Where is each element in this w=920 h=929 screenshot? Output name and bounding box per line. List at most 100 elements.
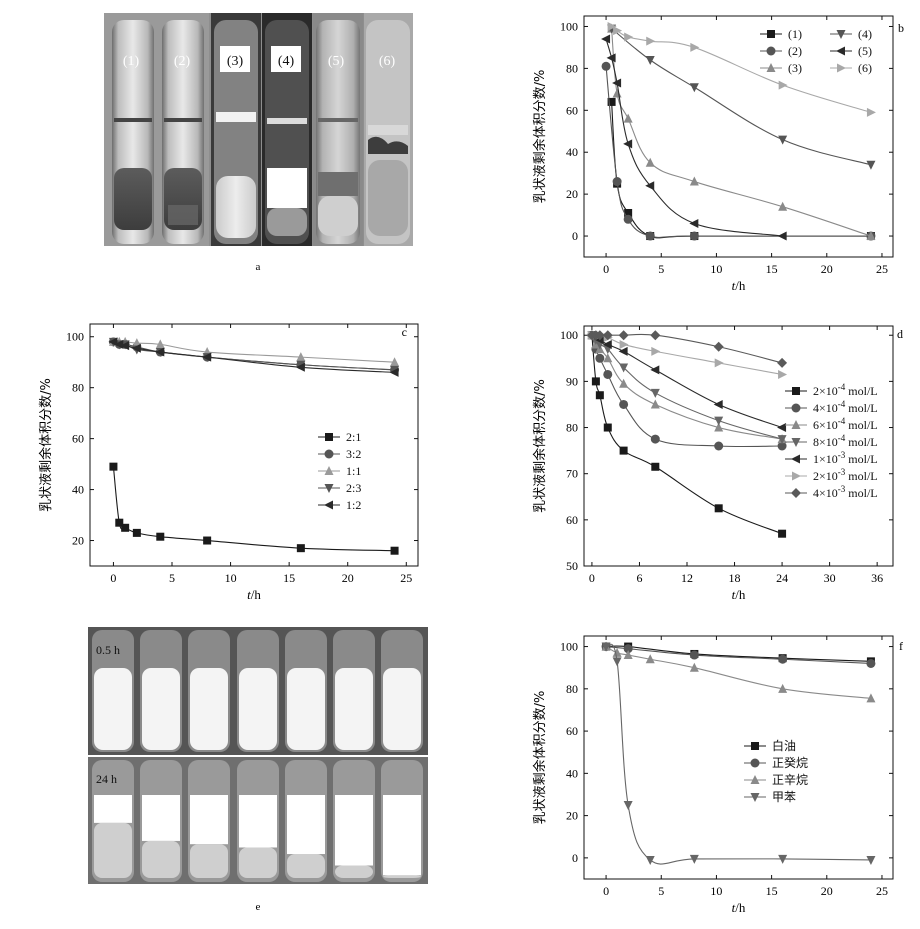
data-point [603,353,613,363]
x-tick-label: 20 [821,262,833,276]
legend-item: (5) [830,44,872,58]
x-tick-label: 0 [110,571,116,585]
legend-label: 4×10-3 mol/L [813,484,878,500]
y-axis-label: 乳状液剩余体积分数/% [532,70,548,204]
data-point [645,56,655,66]
x-axis-label: t/h [247,587,261,602]
y-tick-label: 60 [566,724,578,738]
y-axis-label: 乳状液剩余体积分数/% [532,379,548,513]
data-point [156,532,165,541]
data-point [623,650,633,660]
data-point [714,416,724,426]
data-point [613,26,623,36]
legend-item: 2:3 [318,481,361,495]
data-point [650,330,661,341]
legend-label: (2) [788,44,802,58]
x-tick-label: 6 [636,571,642,585]
legend: 2×10-4 mol/L4×10-4 mol/L6×10-4 mol/L8×10… [785,382,878,500]
data-point [612,88,622,98]
y-tick-label: 60 [566,513,578,527]
panel-e-tag: e [256,901,261,913]
chart-d: 0 6 12 18 24 30 36 50 60 70 80 90 100 t/h 乳状液剩余体积分数/% d… [532,325,903,602]
data-point [778,854,788,864]
data-point [603,369,613,379]
series-c-1 [109,462,399,555]
x-axis-label: t/h [732,587,746,602]
plot-frame [583,635,894,880]
panel-tag: d [897,327,903,341]
y-tick-label: 80 [566,421,578,435]
data-point [296,544,305,553]
data-point [866,693,876,703]
data-point [296,352,306,362]
x-tick-label: 36 [871,571,883,585]
data-point [713,399,723,409]
x-tick-label: 5 [169,571,175,585]
data-point [645,157,655,167]
svg-text:(4): (4) [278,54,295,69]
svg-text:(1): (1) [123,54,140,69]
series-line [605,646,871,699]
tube-label-5: (5) [328,54,345,69]
data-point [645,231,655,241]
x-axis-label: t/h [732,278,746,293]
y-tick-label: 20 [566,187,578,201]
legend-label: 3:2 [346,447,361,461]
data-point [651,346,661,356]
y-tick-label: 100 [560,19,578,33]
data-point [778,529,787,538]
data-point [645,855,655,865]
x-tick-label: 25 [876,884,888,898]
legend-label: 2×10-3 mol/L [813,467,878,483]
data-point [109,462,118,471]
chart-c: 0 5 10 15 20 25 20 40 60 80 100 t/h 乳状液剩余体积分数/% c 2:1 3… [38,323,419,602]
series-line [606,645,871,662]
series-line [605,643,871,865]
data-point [778,135,788,145]
data-point [121,523,130,532]
legend-label: 正辛烷 [772,773,808,787]
series-line [591,334,783,429]
legend-item: 6×10-4 mol/L [785,416,878,432]
x-tick-label: 30 [824,571,836,585]
y-tick-label: 60 [72,432,84,446]
data-point [777,435,787,445]
y-axis-label: 乳状液剩余体积分数/% [532,691,548,825]
data-point [777,231,787,241]
legend-label: 1:2 [346,498,361,512]
legend-item: 1:1 [318,464,361,478]
y-tick-label: 40 [566,145,578,159]
data-point [714,422,724,432]
data-point [607,21,617,31]
y-tick-label: 100 [560,640,578,654]
legend-label: 1×10-3 mol/L [813,450,878,466]
data-point [650,434,660,444]
panel-a-tag: a [256,261,261,273]
data-point [689,176,699,186]
x-tick-label: 0 [603,262,609,276]
data-point [650,399,660,409]
tube-label-1: (1) [123,54,140,69]
legend-label: (4) [858,27,872,41]
series-line [611,101,871,239]
data-point [155,339,165,349]
tube-label-2: (2) [174,54,191,69]
data-point [612,657,622,667]
legend-item: 4×10-4 mol/L [785,399,878,415]
y-tick-label: 70 [566,467,578,481]
legend-item: (1) [760,27,802,41]
series-line [611,28,872,166]
data-point [295,362,305,372]
panel-a-photo: (1) (2) (3) (4) (5) (6) [104,13,413,246]
tube-labels: (1) (2) (3) (4) (5) (6) [123,46,395,72]
data-point [689,662,699,672]
x-tick-label: 5 [658,262,664,276]
series-b-6 [607,21,876,117]
data-point [602,339,612,349]
data-point [623,644,633,654]
y-tick-label: 0 [572,851,578,865]
series-line [113,341,395,371]
series-d-2 [587,330,787,451]
